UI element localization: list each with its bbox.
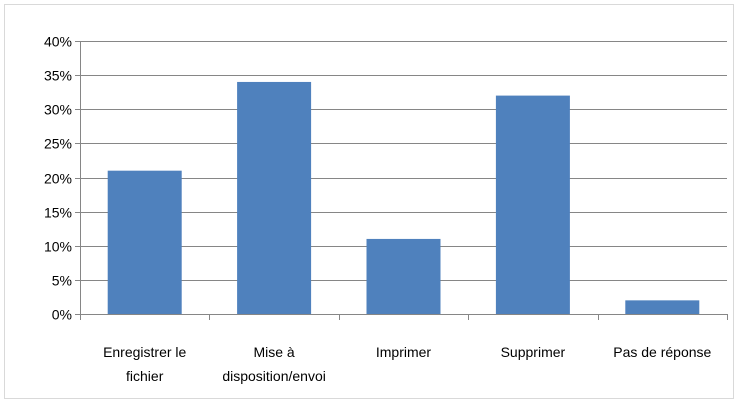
x-category-label: Imprimer xyxy=(376,344,432,360)
y-tick-label: 10% xyxy=(44,239,72,255)
y-tick-label: 30% xyxy=(44,102,72,118)
x-category-label: disposition/envoi xyxy=(222,368,326,384)
y-tick-label: 0% xyxy=(52,307,72,323)
x-category-label: Mise à xyxy=(253,344,294,360)
x-axis xyxy=(75,41,728,320)
bar xyxy=(366,238,441,314)
x-category-label: Pas de réponse xyxy=(613,344,711,360)
bars xyxy=(107,81,700,314)
x-category-label: Enregistrer le xyxy=(103,344,186,360)
y-tick-label: 40% xyxy=(44,34,72,50)
y-tick-label: 35% xyxy=(44,68,72,84)
bar xyxy=(495,95,570,314)
y-axis-tick-labels: 0% 5% 10% 15% 20% 25% 30% 35% 40% xyxy=(44,34,72,323)
x-axis-category-labels: Enregistrer le fichier Mise à disposition/e… xyxy=(103,344,711,384)
bar xyxy=(107,170,182,314)
x-category-label: Supprimer xyxy=(501,344,566,360)
gridlines xyxy=(80,41,727,281)
y-tick-label: 5% xyxy=(52,273,72,289)
x-category-label: fichier xyxy=(126,368,164,384)
bar xyxy=(625,300,700,314)
y-tick-label: 15% xyxy=(44,205,72,221)
bar xyxy=(237,81,312,314)
y-tick-label: 20% xyxy=(44,171,72,187)
y-tick-label: 25% xyxy=(44,136,72,152)
